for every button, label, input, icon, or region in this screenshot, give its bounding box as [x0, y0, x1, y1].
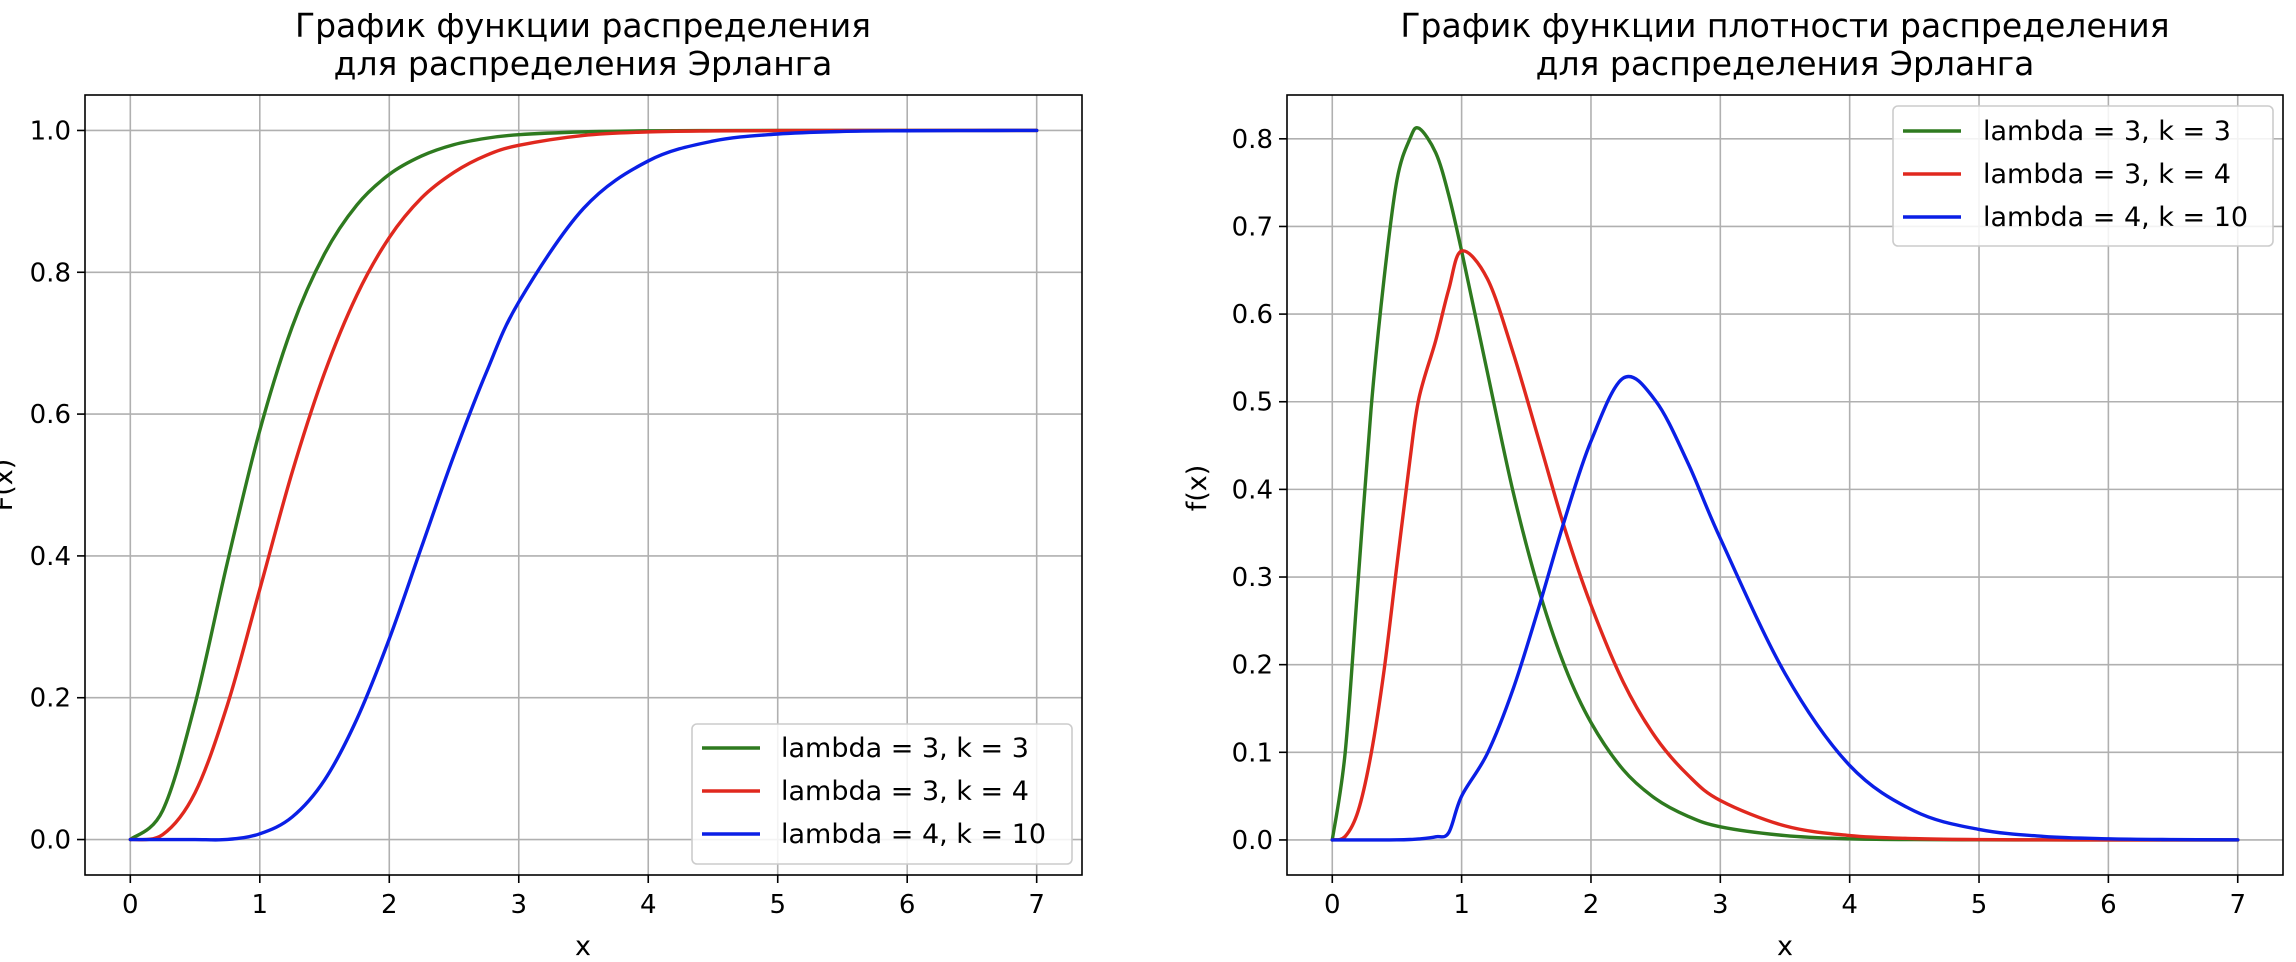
pdf-y-tick-label: 0.5: [1232, 388, 1273, 418]
pdf-legend-label-1: lambda = 3, k = 4: [1983, 159, 2231, 190]
pdf-chart-panel: График функции плотности распределения д…: [1182, 6, 2284, 962]
cdf-legend-label-1: lambda = 3, k = 4: [781, 776, 1029, 807]
pdf-y-tick-label: 0.7: [1232, 212, 1273, 242]
cdf-x-tick-label: 6: [899, 890, 916, 920]
pdf-x-tick-label: 2: [1583, 890, 1600, 920]
pdf-series-line-2: [1330, 374, 2240, 842]
pdf-legend-label-0: lambda = 3, k = 3: [1983, 116, 2231, 147]
cdf-x-tick-label: 7: [1028, 890, 1045, 920]
cdf-legend-box: [691, 723, 1073, 865]
cdf-y-tick-label: 0.8: [30, 258, 71, 288]
cdf-series-line-2: [128, 128, 1039, 842]
cdf-chart-title-line-2: для распределения Эрланга: [334, 44, 833, 83]
cdf-y-tick-label: 0.2: [30, 684, 71, 714]
pdf-y-axis-label: f(x): [1182, 465, 1213, 512]
cdf-x-tick-label: 4: [640, 890, 657, 920]
pdf-y-tick-label: 0.3: [1232, 563, 1273, 593]
pdf-chart-title-line-1: График функции плотности распределения: [1400, 6, 2169, 45]
pdf-y-tick-label: 0.0: [1232, 826, 1273, 856]
pdf-y-tick-label: 0.8: [1232, 125, 1273, 155]
cdf-y-tick-label: 0.6: [30, 400, 71, 430]
cdf-y-tick-label: 1.0: [30, 116, 71, 146]
pdf-x-tick-label: 5: [1971, 890, 1988, 920]
cdf-x-tick-label: 5: [769, 890, 786, 920]
pdf-y-tick-label: 0.6: [1232, 300, 1273, 330]
pdf-x-tick-label: 0: [1324, 890, 1341, 920]
pdf-legend: lambda = 3, k = 3 lambda = 3, k = 4 lamb…: [1892, 105, 2274, 247]
pdf-legend-label-2: lambda = 4, k = 10: [1983, 202, 2248, 233]
cdf-axes-frame: [84, 94, 1083, 876]
pdf-axes-frame: [1286, 94, 2284, 876]
pdf-x-axis-label: x: [1777, 931, 1793, 962]
cdf-chart-panel: График функции распределения для распред…: [0, 6, 1083, 962]
pdf-y-tick-label: 0.2: [1232, 651, 1273, 681]
cdf-legend-label-2: lambda = 4, k = 10: [781, 819, 1046, 850]
pdf-y-tick-label: 0.4: [1232, 475, 1273, 505]
cdf-ticks: 0 1 2 3 4 5 6 7 0.0 0.2 0.4 0.6 0.8 1.0: [30, 116, 1045, 920]
cdf-x-tick-label: 1: [252, 890, 269, 920]
pdf-x-tick-label: 6: [2100, 890, 2117, 920]
pdf-x-tick-label: 7: [2229, 890, 2246, 920]
pdf-legend-box: [1892, 105, 2274, 247]
pdf-series-line-1: [1330, 249, 2240, 842]
pdf-y-tick-label: 0.1: [1232, 738, 1273, 768]
cdf-y-tick-label: 0.0: [30, 826, 71, 856]
cdf-legend-label-0: lambda = 3, k = 3: [781, 733, 1029, 764]
cdf-x-tick-label: 2: [381, 890, 398, 920]
cdf-y-tick-label: 0.4: [30, 542, 71, 572]
pdf-ticks: 0 1 2 3 4 5 6 7 0.0 0.1 0.2 0.3 0.4 0.5 0.6 0.7 0.8: [1232, 125, 2246, 920]
pdf-chart-title-line-2: для распределения Эрланга: [1536, 44, 2035, 83]
cdf-curves: [128, 128, 1039, 842]
pdf-x-tick-label: 1: [1453, 890, 1470, 920]
cdf-y-axis-label: F(x): [0, 459, 19, 512]
cdf-x-tick-label: 0: [122, 890, 139, 920]
cdf-legend: lambda = 3, k = 3 lambda = 3, k = 4 lamb…: [691, 723, 1073, 865]
cdf-chart-title-line-1: График функции распределения: [295, 6, 871, 45]
pdf-x-tick-label: 4: [1841, 890, 1858, 920]
pdf-x-tick-label: 3: [1712, 890, 1729, 920]
pdf-curves: [1330, 126, 2240, 842]
cdf-x-axis-label: x: [575, 931, 591, 962]
cdf-x-tick-label: 3: [510, 890, 527, 920]
